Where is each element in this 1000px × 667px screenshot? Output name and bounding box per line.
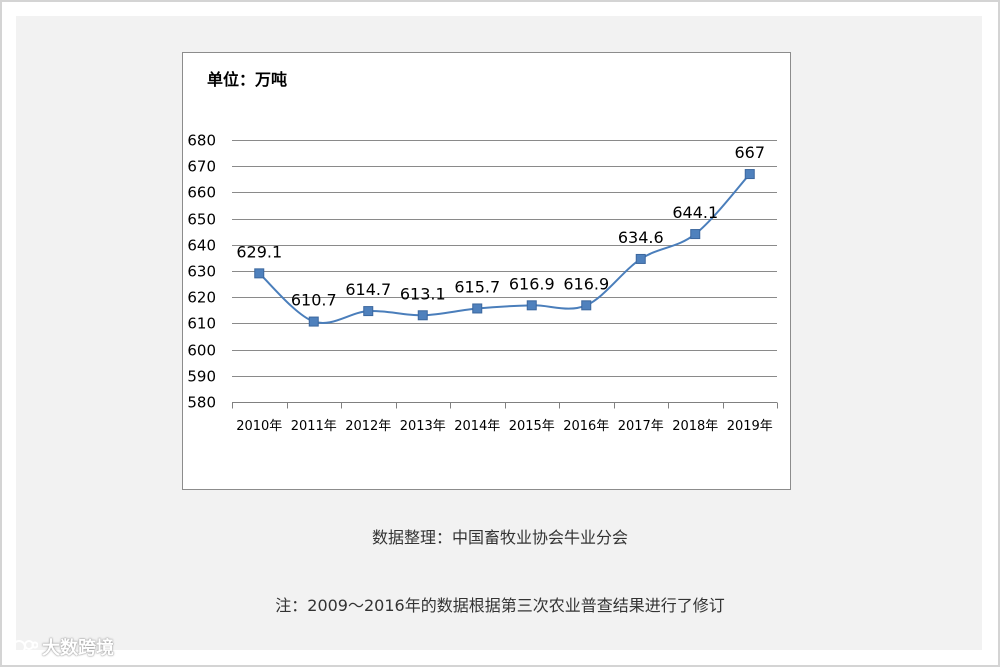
data-label: 610.7 [291, 291, 337, 310]
series-line-group [258, 173, 751, 324]
data-label: 615.7 [454, 277, 500, 296]
x-tick-label: 2017年 [618, 419, 664, 434]
data-label: 644.1 [672, 203, 718, 222]
y-tick-label: 650 [187, 211, 216, 229]
data-point-marker [635, 253, 646, 264]
x-tick-label: 2018年 [672, 419, 718, 434]
watermark-text: 大数跨境 [42, 638, 114, 659]
x-tick-label: 2013年 [400, 419, 446, 434]
data-point-marker [472, 303, 483, 314]
y-axis-tick-labels: 580 590 600 610 620 630 640 650 660 670 680 [187, 132, 216, 412]
y-tick-label: 580 [187, 394, 216, 412]
y-tick-label: 610 [187, 315, 216, 333]
data-point-marker [526, 300, 537, 311]
x-axis [232, 402, 778, 409]
watermark: 大数跨境 [12, 634, 114, 660]
watermark-logo-icon [12, 640, 38, 654]
x-tick-label: 2011年 [291, 419, 337, 434]
data-label: 614.7 [345, 280, 391, 299]
data-point-marker [581, 300, 592, 311]
footnote: 注：2009～2016年的数据根据第三次农业普查结果进行了修订 [275, 596, 725, 615]
x-axis-tick-labels: 2010年 2011年 2012年 2013年 2014年 2015年 2016年 2017年… [236, 419, 773, 434]
data-point-marker [363, 306, 374, 317]
x-tick-label: 2010年 [236, 419, 282, 434]
data-point-marker [417, 310, 428, 321]
data-label: 613.1 [400, 284, 446, 303]
data-label: 616.9 [563, 274, 609, 293]
data-point-marker [254, 268, 265, 279]
data-label: 634.6 [618, 228, 664, 247]
y-tick-label: 620 [187, 289, 216, 307]
y-tick-label: 630 [187, 263, 216, 281]
y-tick-label: 670 [187, 158, 216, 176]
y-tick-label: 640 [187, 237, 216, 255]
x-tick-label: 2015年 [509, 419, 555, 434]
unit-label: 单位：万吨 [207, 70, 288, 89]
x-tick-label: 2016年 [563, 419, 609, 434]
data-label: 667 [734, 143, 765, 162]
y-tick-label: 680 [187, 132, 216, 150]
gridlines [232, 140, 777, 377]
data-markers [254, 169, 755, 327]
source-note: 数据整理：中国畜牧业协会牛业分会 [371, 528, 628, 547]
data-label: 616.9 [509, 274, 555, 293]
data-label: 629.1 [236, 242, 282, 261]
y-tick-label: 590 [187, 368, 216, 386]
x-tick-label: 2014年 [454, 419, 500, 434]
x-tick-label: 2012年 [345, 419, 391, 434]
data-point-marker [690, 229, 701, 240]
data-labels: 629.1 610.7 614.7 613.1 615.7 616.9 616.9 634.6… [236, 143, 765, 310]
data-point-marker [308, 316, 319, 327]
y-tick-label: 660 [187, 184, 216, 202]
y-tick-label: 600 [187, 342, 216, 360]
x-tick-label: 2019年 [727, 419, 773, 434]
series-line [258, 173, 751, 324]
data-point-marker [744, 169, 755, 180]
